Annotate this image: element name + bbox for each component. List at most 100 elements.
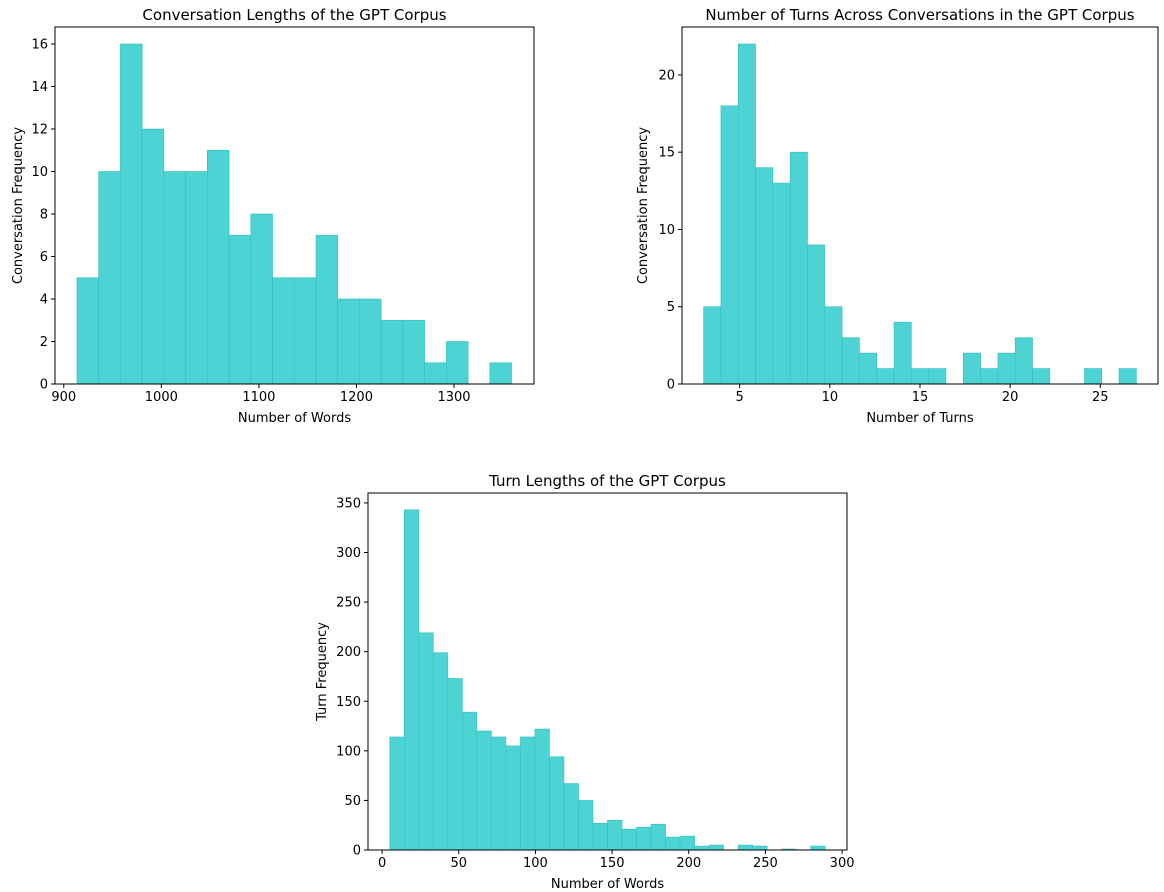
- chart-title: Number of Turns Across Conversations in …: [705, 6, 1134, 24]
- y-tick-label: 100: [336, 744, 361, 759]
- histogram-bar: [1032, 368, 1051, 385]
- histogram-bar: [650, 823, 666, 851]
- histogram-bar: [679, 835, 695, 851]
- y-tick-label: 300: [336, 546, 361, 561]
- histogram-bar: [824, 306, 843, 385]
- histogram-bar: [520, 736, 536, 851]
- histogram-bar: [563, 783, 579, 851]
- histogram-bar: [755, 167, 774, 385]
- histogram-bar: [694, 845, 710, 851]
- y-axis-label: Turn Frequency: [315, 622, 330, 722]
- histogram-bar: [636, 826, 652, 851]
- y-tick-label: 50: [344, 794, 361, 809]
- y-tick-label: 15: [658, 146, 675, 161]
- histogram-bar: [807, 244, 826, 385]
- x-tick-label: 5: [736, 390, 744, 405]
- y-tick-label: 150: [336, 695, 361, 710]
- histogram-bar: [337, 298, 360, 385]
- y-tick-label: 14: [31, 80, 48, 95]
- chart-title: Conversation Lengths of the GPT Corpus: [142, 6, 446, 24]
- histogram-bar: [446, 341, 469, 385]
- y-tick-label: 8: [40, 208, 48, 223]
- histogram-bar: [433, 652, 449, 851]
- y-tick-label: 16: [31, 38, 48, 53]
- histogram-bar: [980, 368, 999, 385]
- histogram-bar: [810, 845, 826, 851]
- histogram-bar: [665, 836, 681, 851]
- x-tick-label: 25: [1092, 390, 1109, 405]
- x-tick-label: 10: [822, 390, 839, 405]
- histogram-bar: [997, 352, 1016, 385]
- histogram-bar: [380, 319, 404, 385]
- histogram-bar: [141, 128, 165, 385]
- histogram-bar: [402, 319, 425, 385]
- axes-frame: [367, 492, 848, 851]
- histogram-bar: [962, 352, 981, 385]
- histogram-bar: [293, 277, 317, 385]
- histogram-bar: [505, 745, 521, 851]
- histogram-bar: [185, 171, 208, 385]
- y-tick-label: 0: [40, 378, 48, 393]
- y-tick-label: 6: [40, 250, 48, 265]
- x-axis-label: Number of Turns: [866, 411, 974, 426]
- x-tick-label: 200: [676, 856, 701, 871]
- y-axis-label: Conversation Frequency: [11, 127, 26, 285]
- histogram-bar: [1014, 337, 1033, 385]
- histogram-bar: [424, 362, 447, 385]
- y-tick-label: 5: [667, 300, 675, 315]
- x-tick-label: 1100: [242, 390, 275, 405]
- histogram-bar: [489, 362, 512, 385]
- histogram-bar: [359, 298, 382, 385]
- histogram-bar: [228, 234, 252, 385]
- y-tick-label: 0: [667, 378, 675, 393]
- x-axis-label: Number of Words: [238, 411, 351, 426]
- histogram-bar: [120, 43, 143, 385]
- histogram-bar: [1084, 368, 1103, 385]
- histogram-bar: [403, 509, 420, 851]
- histogram-bar: [607, 819, 623, 851]
- x-tick-label: 300: [830, 856, 855, 871]
- y-tick-label: 250: [336, 596, 361, 611]
- histogram-bar: [708, 844, 724, 851]
- histogram-bar: [720, 105, 739, 385]
- x-tick-label: 20: [1002, 390, 1019, 405]
- histogram-bar: [76, 277, 99, 385]
- histogram-bar: [418, 632, 434, 851]
- histogram-bar: [592, 822, 608, 851]
- histogram-bar: [841, 337, 860, 385]
- histogram-bar: [534, 728, 550, 851]
- y-tick-label: 350: [336, 496, 361, 511]
- y-tick-label: 200: [336, 645, 361, 660]
- histogram-bar: [752, 845, 768, 851]
- axes-frame: [54, 26, 535, 385]
- histogram-bar: [207, 149, 230, 385]
- y-tick-label: 10: [658, 223, 675, 238]
- x-tick-label: 0: [378, 856, 386, 871]
- y-tick-label: 2: [40, 335, 48, 350]
- chart-conversation-lengths: Conversation Lengths of the GPT Corpus N…: [11, 6, 535, 426]
- histogram-bar: [315, 234, 339, 385]
- histogram-bar: [928, 368, 947, 385]
- y-tick-label: 10: [31, 165, 48, 180]
- histogram-bar: [621, 828, 637, 851]
- histogram-bar: [859, 352, 878, 385]
- histogram-bar: [1118, 368, 1137, 385]
- histogram-bar: [737, 844, 753, 851]
- x-tick-label: 150: [600, 856, 625, 871]
- chart-number-of-turns: Number of Turns Across Conversations in …: [636, 6, 1159, 426]
- y-tick-label: 4: [40, 293, 48, 308]
- histogram-bar: [462, 711, 478, 851]
- x-tick-label: 900: [51, 390, 76, 405]
- y-tick-label: 0: [353, 844, 361, 859]
- histogram-bar: [163, 171, 186, 385]
- histogram-bar: [789, 151, 808, 385]
- histogram-bar: [389, 736, 405, 851]
- y-tick-label: 20: [658, 68, 675, 83]
- x-tick-label: 1300: [437, 390, 470, 405]
- histogram-bar: [272, 277, 295, 385]
- histogram-bar: [476, 730, 492, 851]
- histogram-bar: [772, 182, 791, 385]
- histogram-bar: [703, 306, 722, 385]
- histogram-bar: [491, 736, 507, 851]
